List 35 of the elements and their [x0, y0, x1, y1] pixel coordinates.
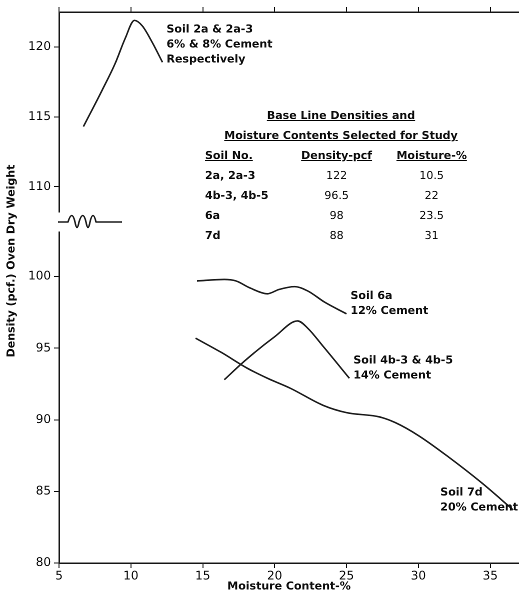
- data-label: 88: [328, 228, 345, 244]
- x-tick-label: 10: [123, 568, 139, 582]
- y-tick-label: 90: [36, 412, 51, 426]
- data-label: 23.5: [418, 208, 445, 224]
- line-series: [196, 278, 348, 315]
- x-tick-label: 30: [410, 568, 426, 582]
- data-label: 98: [328, 208, 345, 224]
- line-series: [82, 20, 164, 128]
- category-label: 6a: [204, 208, 222, 224]
- y-tick-label: 100: [28, 268, 51, 283]
- data-label: 22: [424, 188, 440, 204]
- annotation: Soil 6a 12% Cement: [350, 289, 428, 318]
- category-label: 7d: [204, 228, 222, 244]
- annotation: Soil 2a & 2a-3 6% & 8% Cement Respectively: [166, 22, 272, 66]
- y-axis-title: Density (pcf.) Oven Dry Weight: [4, 164, 18, 358]
- category-label: 4b-3, 4b-5: [204, 188, 270, 204]
- data-label: 31: [424, 228, 440, 244]
- data-label: 122: [325, 168, 348, 184]
- text: Base Line Densities and Moisture Contents Selected for Study: [223, 108, 459, 144]
- text: Soil No.: [204, 148, 254, 164]
- x-tick-label: 35: [482, 568, 498, 582]
- data-label: 10.5: [418, 168, 445, 184]
- text: Moisture-%: [395, 148, 468, 164]
- x-tick-label: 15: [195, 568, 210, 582]
- y-tick-label: 95: [36, 340, 51, 354]
- y-tick-label: 80: [36, 555, 51, 570]
- y-tick-label: 120: [28, 39, 51, 54]
- x-tick-label: 5: [55, 568, 63, 582]
- data-label: 96.5: [323, 188, 350, 204]
- y-tick-label: 115: [28, 108, 51, 123]
- annotation: Soil 4b-3 & 4b-5 14% Cement: [353, 354, 453, 382]
- y-tick-label: 110: [28, 178, 51, 193]
- y-tick-label: 85: [36, 484, 51, 498]
- text: Density-pcf: [300, 148, 374, 164]
- category-label: 2a, 2a-3: [204, 168, 256, 184]
